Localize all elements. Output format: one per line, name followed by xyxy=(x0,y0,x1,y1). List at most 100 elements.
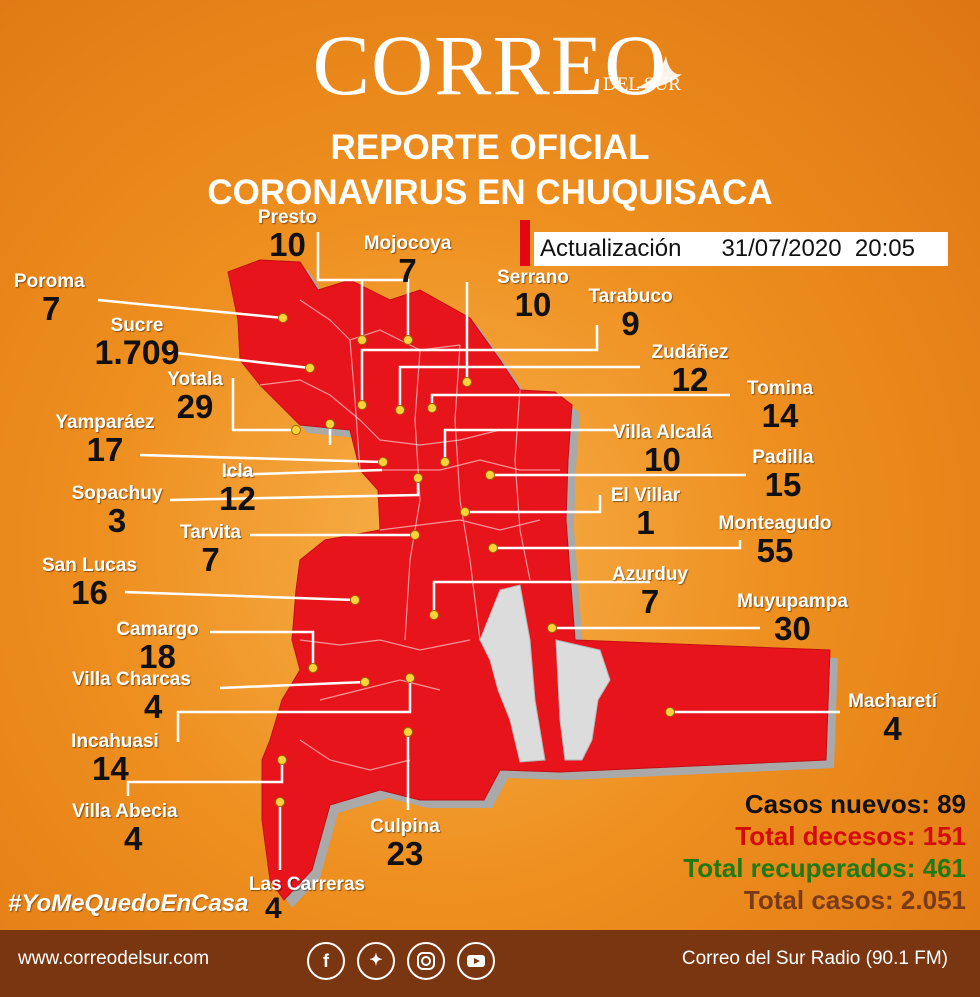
municipality-name: El Villar xyxy=(610,485,681,506)
summary-stats: Casos nuevos: 89 Total decesos: 151 Tota… xyxy=(683,788,966,916)
municipality-label-sopachuy: Sopachuy 3 xyxy=(62,484,172,538)
municipality-label-presto: Presto 10 xyxy=(250,208,325,262)
municipality-label-mojocoya: Mojocoya 7 xyxy=(355,234,460,288)
case-count: 15 xyxy=(764,466,802,503)
total-cases-stat: Total casos: 2.051 xyxy=(743,885,966,915)
case-count: 18 xyxy=(139,638,176,675)
case-count: 14 xyxy=(92,750,129,787)
municipality-label-icla: Icla 12 xyxy=(200,462,275,516)
municipality-label-zudanez: Zudáñez 12 xyxy=(640,343,740,397)
municipality-label-las-carreras: Las Carreras 4 xyxy=(232,875,382,924)
municipality-label-el-villar: El Villar 1 xyxy=(598,486,693,540)
twitter-icon[interactable]: ✦ xyxy=(357,942,395,980)
leader-lines xyxy=(97,232,840,870)
case-count: 7 xyxy=(640,583,660,620)
municipality-name: Macharetí xyxy=(848,691,937,712)
municipality-label-camargo: Camargo 18 xyxy=(105,620,210,674)
case-count: 23 xyxy=(386,835,424,872)
municipality-name: Villa Charcas xyxy=(72,669,192,690)
municipality-label-san-lucas: San Lucas 16 xyxy=(32,556,147,610)
case-count: 7 xyxy=(42,290,61,327)
municipality-name: Monteagudo xyxy=(718,513,832,534)
report-title-line1: REPORTE OFICIAL xyxy=(330,128,650,167)
case-count: 7 xyxy=(201,541,220,578)
municipality-name: Mojocoya xyxy=(363,233,452,254)
excluded-area xyxy=(479,584,546,763)
youtube-icon[interactable] xyxy=(457,942,495,980)
municipal-borders xyxy=(259,299,560,771)
municipality-label-serrano: Serrano 10 xyxy=(488,268,578,322)
hashtag: #YoMeQuedoEnCasa xyxy=(8,890,249,917)
municipality-name: Yotala xyxy=(167,369,223,390)
municipality-name: San Lucas xyxy=(41,555,138,576)
case-count: 9 xyxy=(621,305,640,342)
facebook-icon[interactable]: f xyxy=(307,942,345,980)
case-count: 3 xyxy=(107,502,127,539)
new-cases-stat: Casos nuevos: 89 xyxy=(744,789,966,819)
case-count: 16 xyxy=(71,574,108,611)
municipality-label-villa-alcala: Villa Alcalá 10 xyxy=(600,423,725,477)
municipality-label-villa-charcas: Villa Charcas 4 xyxy=(72,670,222,724)
municipality-name: Yamparáez xyxy=(55,412,155,433)
municipality-name: Incahuasi xyxy=(71,731,159,752)
case-count: 12 xyxy=(671,361,709,398)
case-count: 12 xyxy=(219,480,256,517)
municipality-label-yamparaez: Yamparáez 17 xyxy=(40,413,170,467)
case-count: 14 xyxy=(761,397,799,434)
radio-info: Correo del Sur Radio (90.1 FM) xyxy=(681,948,948,969)
case-count: 17 xyxy=(86,431,124,468)
municipality-name: Camargo xyxy=(116,619,199,640)
municipality-name: Icla xyxy=(221,461,254,482)
municipality-name: Serrano xyxy=(497,267,569,288)
municipality-name: Poroma xyxy=(14,271,85,292)
municipality-label-monteagudo: Monteagudo 55 xyxy=(710,514,840,568)
municipality-name: Presto xyxy=(257,207,318,228)
municipality-label-padilla: Padilla 15 xyxy=(738,448,828,502)
municipality-label-muyupampa: Muyupampa 30 xyxy=(720,592,865,646)
logo-wordmark: CORREO xyxy=(312,17,668,113)
municipality-markers xyxy=(275,313,675,807)
municipality-name: Tarabuco xyxy=(588,286,673,307)
brand-logo: CORREO DEL SUR xyxy=(0,22,980,112)
municipality-name: Padilla xyxy=(752,447,814,468)
municipality-label-poroma: Poroma 7 xyxy=(14,272,114,326)
case-count: 30 xyxy=(774,610,811,647)
case-count: 4 xyxy=(124,820,143,857)
update-box: Actualización 31/07/2020 20:05 xyxy=(534,232,948,266)
municipality-name: Muyupampa xyxy=(737,591,848,612)
bird-logo-icon xyxy=(636,56,682,89)
excluded-area xyxy=(555,639,611,761)
case-count: 10 xyxy=(514,286,552,323)
case-count: 1 xyxy=(636,504,655,541)
case-count: 4 xyxy=(144,688,163,725)
case-count: 10 xyxy=(644,441,681,478)
municipality-label-incahuasi: Incahuasi 14 xyxy=(60,732,170,786)
municipality-label-culpina: Culpina 23 xyxy=(345,817,465,871)
municipality-label-tomina: Tomina 14 xyxy=(730,379,830,433)
update-accent-bar xyxy=(520,220,530,266)
case-count: 1.709 xyxy=(94,334,180,372)
municipality-name: Zudáñez xyxy=(651,342,729,363)
website-link[interactable]: www.correodelsur.com xyxy=(18,948,210,969)
municipality-name: Tomina xyxy=(746,378,814,399)
municipality-label-machareti: Macharetí 4 xyxy=(835,692,950,746)
municipality-name: Sopachuy xyxy=(71,483,163,504)
municipality-label-azurduy: Azurduy 7 xyxy=(600,565,700,619)
instagram-glyph xyxy=(417,952,435,970)
case-count: 7 xyxy=(398,252,417,289)
update-date: 31/07/2020 xyxy=(721,235,842,262)
municipality-name: Sucre xyxy=(110,315,164,336)
recovered-stat: Total recuperados: 461 xyxy=(683,853,966,883)
case-count: 10 xyxy=(269,226,306,263)
case-count: 4 xyxy=(883,710,902,747)
municipality-name: Azurduy xyxy=(612,564,688,585)
update-time: 20:05 xyxy=(854,235,915,262)
instagram-icon[interactable] xyxy=(407,942,445,980)
municipality-label-sucre: Sucre 1.709 xyxy=(62,315,212,372)
update-label: Actualización xyxy=(540,235,682,262)
municipality-name: Culpina xyxy=(370,816,440,837)
case-count: 55 xyxy=(756,532,794,569)
case-count: 29 xyxy=(176,388,214,425)
deaths-stat: Total decesos: 151 xyxy=(735,821,966,851)
